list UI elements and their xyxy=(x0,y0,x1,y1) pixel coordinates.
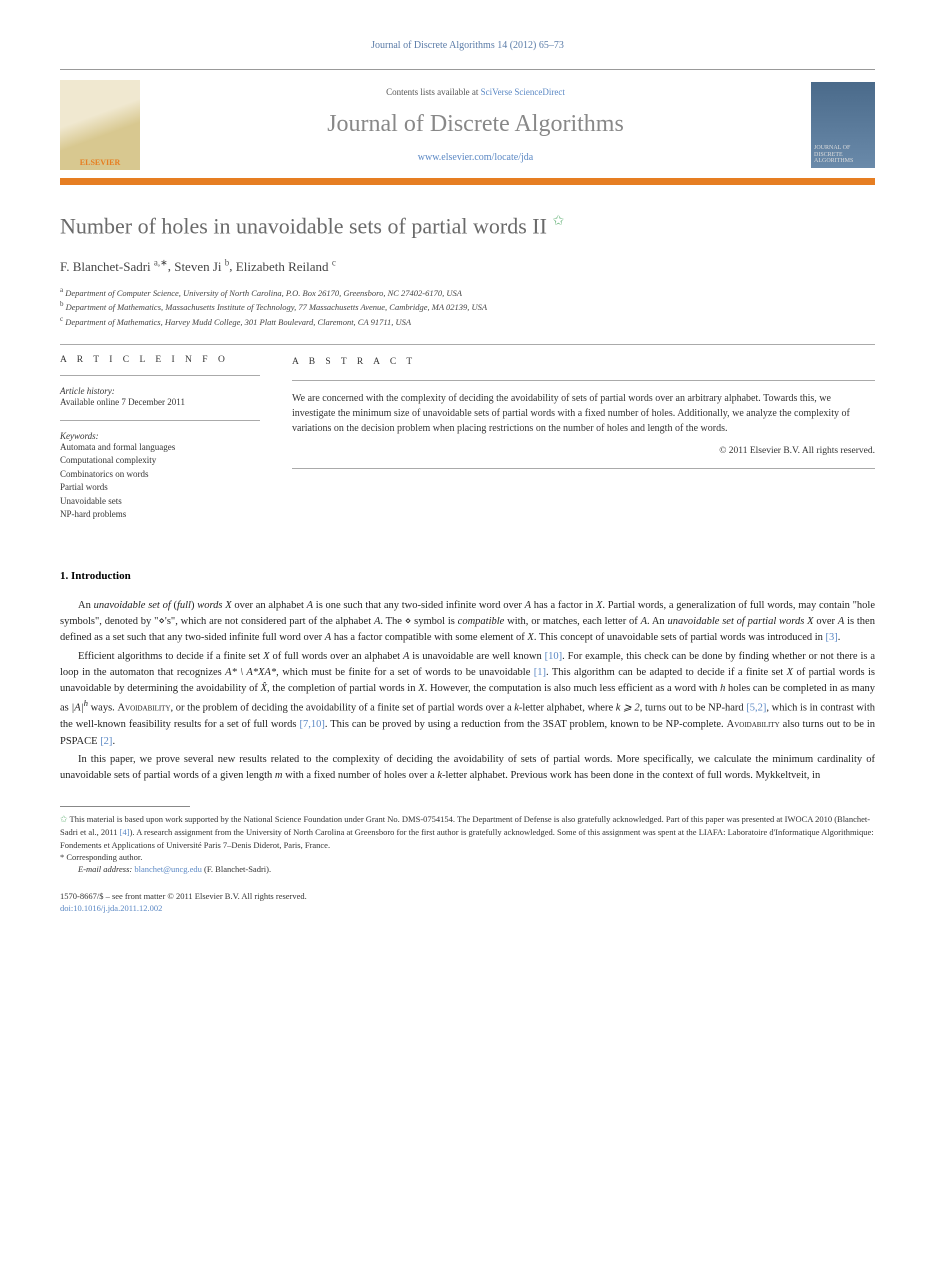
author-2-name: Steven Ji xyxy=(174,259,221,274)
cite-1[interactable]: [1] xyxy=(534,667,546,678)
keywords-label: Keywords: xyxy=(60,431,260,441)
aff-a-sup: a xyxy=(60,286,63,294)
author-1: F. Blanchet-Sadri a,∗ xyxy=(60,259,168,274)
keyword-4: Partial words xyxy=(60,481,260,495)
history-label: Article history: xyxy=(60,386,260,396)
paragraph-2: Efficient algorithms to decide if a fini… xyxy=(60,649,875,750)
title-text: Number of holes in unavoidable sets of p… xyxy=(60,213,547,238)
body-text: An unavoidable set of (full) words X ove… xyxy=(60,598,875,784)
author-1-name: F. Blanchet-Sadri xyxy=(60,259,151,274)
info-divider xyxy=(60,375,260,376)
aff-c-sup: c xyxy=(60,315,63,323)
keyword-2: Computational complexity xyxy=(60,454,260,468)
info-heading: A R T I C L E I N F O xyxy=(60,355,260,365)
author-3-name: Elizabeth Reiland xyxy=(236,259,329,274)
author-email-link[interactable]: blanchet@uncg.edu xyxy=(134,864,202,874)
contents-line: Contents lists available at SciVerse Sci… xyxy=(140,87,811,97)
journal-homepage-link[interactable]: www.elsevier.com/locate/jda xyxy=(140,152,811,163)
info-divider-2 xyxy=(60,420,260,421)
affiliations: a Department of Computer Science, Univer… xyxy=(60,285,875,329)
journal-cover-thumb: JOURNAL OF DISCRETE ALGORITHMS xyxy=(811,82,875,168)
footnote-funding: ✩ This material is based upon work suppo… xyxy=(60,813,875,851)
affiliation-a: a Department of Computer Science, Univer… xyxy=(60,285,875,300)
footnotes: ✩ This material is based upon work suppo… xyxy=(60,813,875,875)
keyword-5: Unavoidable sets xyxy=(60,495,260,509)
history-date: Available online 7 December 2011 xyxy=(60,396,260,410)
aff-a-text: Department of Computer Science, Universi… xyxy=(65,287,462,297)
doi-link[interactable]: doi:10.1016/j.jda.2011.12.002 xyxy=(60,902,875,915)
footnote-separator xyxy=(60,806,190,807)
masthead: ELSEVIER Contents lists available at Sci… xyxy=(60,69,875,170)
article-title: Number of holes in unavoidable sets of p… xyxy=(60,213,875,239)
footnote-star-icon: ✩ xyxy=(60,814,68,824)
cite-7-10[interactable]: [7,10] xyxy=(299,719,324,730)
abstract-copyright: © 2011 Elsevier B.V. All rights reserved… xyxy=(292,444,875,458)
author-2-sup: b xyxy=(225,257,230,267)
cite-4[interactable]: [4] xyxy=(120,827,130,837)
keyword-3: Combinatorics on words xyxy=(60,468,260,482)
abstract-column: A B S T R A C T We are concerned with th… xyxy=(292,355,875,522)
author-list: F. Blanchet-Sadri a,∗, Steven Ji b, Eliz… xyxy=(60,257,875,274)
title-footnote-marker: ✩ xyxy=(552,214,564,229)
page-footer: 1570-8667/$ – see front matter © 2011 El… xyxy=(60,890,875,916)
affiliation-c: c Department of Mathematics, Harvey Mudd… xyxy=(60,314,875,329)
aff-b-sup: b xyxy=(60,300,64,308)
sciencedirect-link[interactable]: SciVerse ScienceDirect xyxy=(481,87,565,97)
elsevier-logo: ELSEVIER xyxy=(60,80,140,170)
section-1-heading: 1. Introduction xyxy=(60,570,875,582)
footnote-email: E-mail address: blanchet@uncg.edu (F. Bl… xyxy=(60,863,875,875)
abstract-heading: A B S T R A C T xyxy=(292,355,875,369)
cite-3[interactable]: [3] xyxy=(826,632,838,643)
orange-divider xyxy=(60,178,875,185)
affiliation-b: b Department of Mathematics, Massachuset… xyxy=(60,299,875,314)
cite-5-2[interactable]: [5,2] xyxy=(746,703,766,714)
divider xyxy=(60,344,875,345)
author-2: Steven Ji b xyxy=(174,259,229,274)
author-1-corr: ∗ xyxy=(160,257,168,267)
cite-10[interactable]: [10] xyxy=(545,651,563,662)
keyword-6: NP-hard problems xyxy=(60,508,260,522)
author-3: Elizabeth Reiland c xyxy=(236,259,336,274)
author-3-sup: c xyxy=(332,257,336,267)
contents-prefix: Contents lists available at xyxy=(386,87,480,97)
cite-2[interactable]: [2] xyxy=(100,736,112,747)
running-header: Journal of Discrete Algorithms 14 (2012)… xyxy=(60,40,875,51)
paragraph-3: In this paper, we prove several new resu… xyxy=(60,752,875,785)
aff-c-text: Department of Mathematics, Harvey Mudd C… xyxy=(65,317,411,327)
corr-marker: * xyxy=(60,852,64,862)
abstract-divider xyxy=(292,380,875,381)
article-info-column: A R T I C L E I N F O Article history: A… xyxy=(60,355,260,522)
abstract-text: We are concerned with the complexity of … xyxy=(292,391,875,436)
issn-line: 1570-8667/$ – see front matter © 2011 El… xyxy=(60,890,875,903)
cover-thumb-label: JOURNAL OF DISCRETE ALGORITHMS xyxy=(814,145,872,165)
journal-name: Journal of Discrete Algorithms xyxy=(140,111,811,138)
aff-b-text: Department of Mathematics, Massachusetts… xyxy=(66,302,488,312)
abstract-divider-bottom xyxy=(292,468,875,469)
paragraph-1: An unavoidable set of (full) words X ove… xyxy=(60,598,875,647)
footnote-corresponding: * Corresponding author. xyxy=(60,851,875,863)
keyword-1: Automata and formal languages xyxy=(60,441,260,455)
